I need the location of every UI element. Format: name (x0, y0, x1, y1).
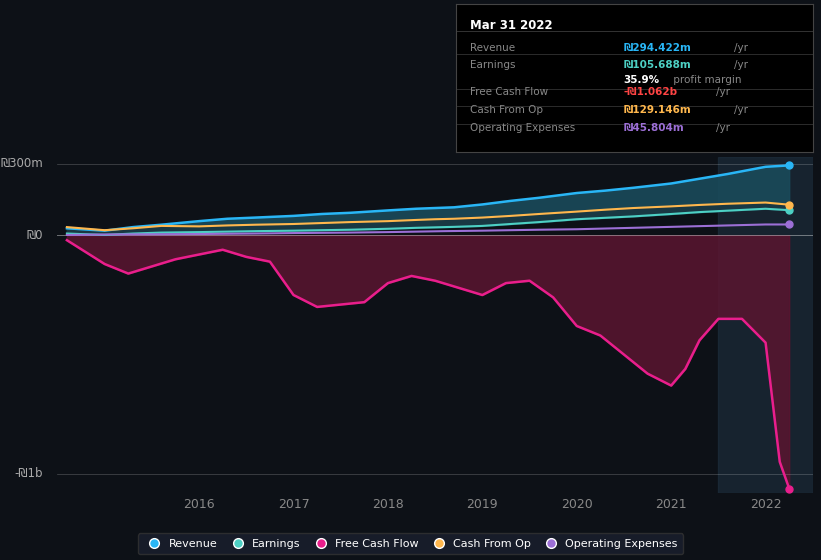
Text: /yr: /yr (734, 43, 748, 53)
Text: /yr: /yr (717, 123, 731, 133)
Legend: Revenue, Earnings, Free Cash Flow, Cash From Op, Operating Expenses: Revenue, Earnings, Free Cash Flow, Cash … (138, 533, 683, 554)
Text: /yr: /yr (734, 105, 748, 115)
Text: ₪129.146m: ₪129.146m (623, 105, 691, 115)
Text: 35.9%: 35.9% (623, 75, 659, 85)
Text: ₪294.422m: ₪294.422m (623, 43, 691, 53)
Text: Mar 31 2022: Mar 31 2022 (470, 18, 553, 32)
Text: profit margin: profit margin (670, 75, 741, 85)
Text: Free Cash Flow: Free Cash Flow (470, 87, 548, 97)
Text: Cash From Op: Cash From Op (470, 105, 543, 115)
Text: ₪45.804m: ₪45.804m (623, 123, 684, 133)
Text: /yr: /yr (717, 87, 731, 97)
Text: Revenue: Revenue (470, 43, 515, 53)
Text: -₪1.062b: -₪1.062b (623, 87, 677, 97)
Text: ₪105.688m: ₪105.688m (623, 60, 691, 71)
Text: ₪0: ₪0 (27, 229, 44, 242)
Text: /yr: /yr (734, 60, 748, 71)
Text: -₪1b: -₪1b (15, 467, 44, 480)
Text: Earnings: Earnings (470, 60, 516, 71)
Text: Operating Expenses: Operating Expenses (470, 123, 576, 133)
Bar (718, 157, 813, 493)
Text: ₪300m: ₪300m (1, 157, 44, 170)
